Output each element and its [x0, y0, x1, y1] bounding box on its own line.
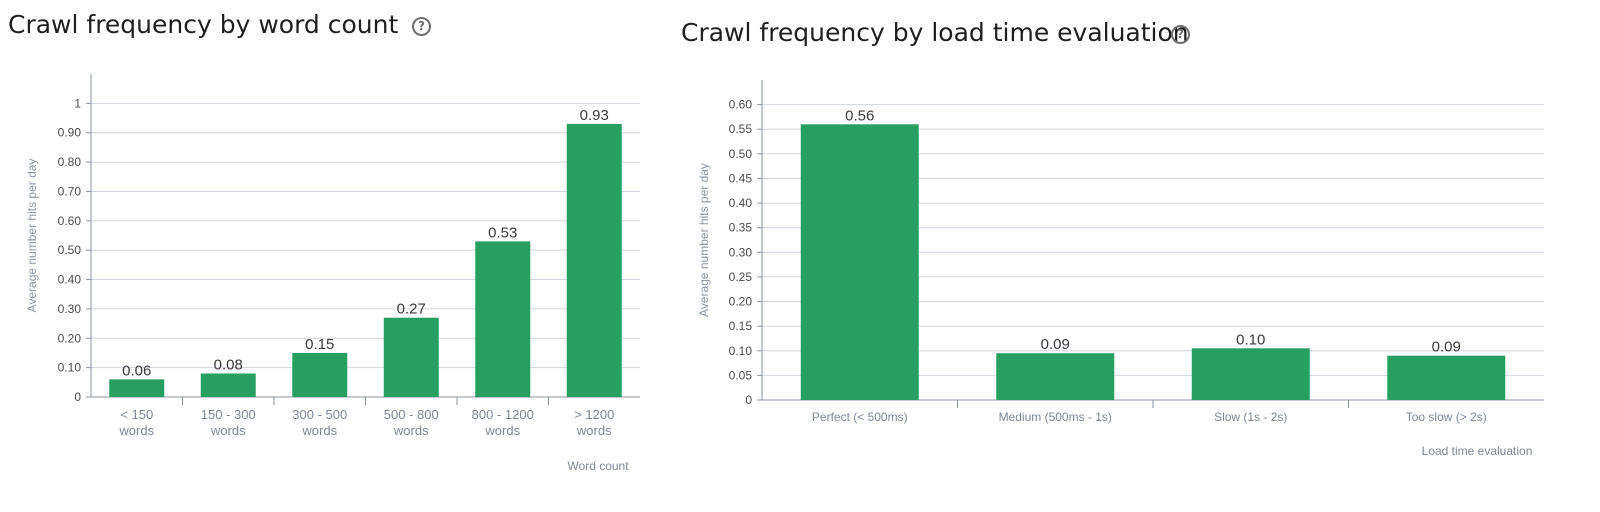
x-tick-label: 500 - 800 [384, 407, 439, 422]
x-tick-label: words [484, 423, 520, 438]
y-tick-label: 0.10 [58, 361, 82, 375]
x-tick-label: < 150 [120, 407, 153, 422]
y-tick-label: 0.35 [729, 221, 753, 235]
y-tick-label: 0.25 [729, 270, 753, 284]
data-label: 0.93 [580, 107, 609, 124]
data-label: 0.06 [122, 362, 151, 379]
y-tick-label: 0 [745, 393, 752, 407]
bar [475, 241, 531, 397]
y-tick-label: 0.30 [58, 302, 82, 316]
x-tick-label: words [210, 423, 246, 438]
x-tick-label: > 1200 [574, 407, 614, 422]
x-tick-label: 800 - 1200 [472, 407, 534, 422]
data-label: 0.10 [1236, 331, 1265, 348]
x-tick-label: words [576, 423, 612, 438]
y-tick-label: 0.20 [729, 295, 753, 309]
y-tick-label: 0.50 [729, 147, 753, 161]
y-tick-label: 0.60 [58, 214, 82, 228]
data-label: 0.53 [488, 224, 517, 241]
data-label: 0.09 [1041, 336, 1070, 353]
y-tick-label: 1 [74, 96, 81, 110]
bar [566, 123, 622, 397]
x-tick-label: Perfect (< 500ms) [812, 410, 908, 424]
bar [800, 124, 919, 401]
y-tick-label: 0.90 [58, 126, 82, 140]
x-tick-label: words [301, 423, 337, 438]
data-label: 0.56 [845, 107, 874, 124]
y-tick-label: 0.30 [729, 245, 753, 259]
y-axis-title: Average number hits per day [697, 163, 711, 317]
bar [1191, 348, 1310, 400]
data-label: 0.09 [1432, 339, 1461, 356]
x-tick-label: 300 - 500 [292, 407, 347, 422]
x-tick-label: words [393, 423, 429, 438]
y-tick-label: 0.05 [729, 368, 753, 382]
y-tick-label: 0.50 [58, 243, 82, 257]
bar [109, 379, 165, 397]
y-axis-title: Average number hits per day [25, 159, 39, 313]
x-axis-title: Load time evaluation [1422, 444, 1533, 458]
y-tick-label: 0.20 [58, 331, 82, 345]
x-tick-label: Slow (1s - 2s) [1214, 410, 1287, 424]
y-tick-label: 0 [74, 390, 81, 404]
y-tick-label: 0.60 [729, 98, 753, 112]
y-tick-label: 0.10 [729, 344, 753, 358]
x-tick-label: Medium (500ms - 1s) [999, 410, 1112, 424]
y-tick-label: 0.80 [58, 155, 82, 169]
bar [1387, 355, 1506, 400]
data-label: 0.15 [305, 336, 334, 353]
bar [200, 373, 256, 397]
x-axis-title: Word count [567, 459, 629, 473]
help-icon[interactable]: ? [1171, 25, 1190, 44]
data-label: 0.27 [397, 301, 426, 318]
y-tick-label: 0.15 [729, 319, 753, 333]
y-tick-label: 0.40 [58, 273, 82, 287]
y-tick-label: 0.55 [729, 122, 753, 136]
data-label: 0.08 [214, 357, 243, 374]
y-tick-label: 0.70 [58, 184, 82, 198]
bar [292, 352, 348, 397]
help-icon[interactable]: ? [412, 17, 431, 36]
chart-title-word-count: Crawl frequency by word count [8, 10, 399, 39]
x-tick-label: words [118, 423, 154, 438]
y-tick-label: 0.40 [729, 196, 753, 210]
word-count-bar-chart: 0 0.10 0.20 0.30 0.40 0.50 0.60 0.70 0.80 0.90 1 0.… [25, 74, 640, 473]
y-tick-label: 0.45 [729, 171, 753, 185]
bar [383, 317, 439, 397]
x-tick-label: Too slow (> 2s) [1406, 410, 1487, 424]
bar [996, 353, 1115, 400]
chart-title-load-time: Crawl frequency by load time evaluation [681, 18, 1189, 47]
x-tick-label: 150 - 300 [201, 407, 256, 422]
